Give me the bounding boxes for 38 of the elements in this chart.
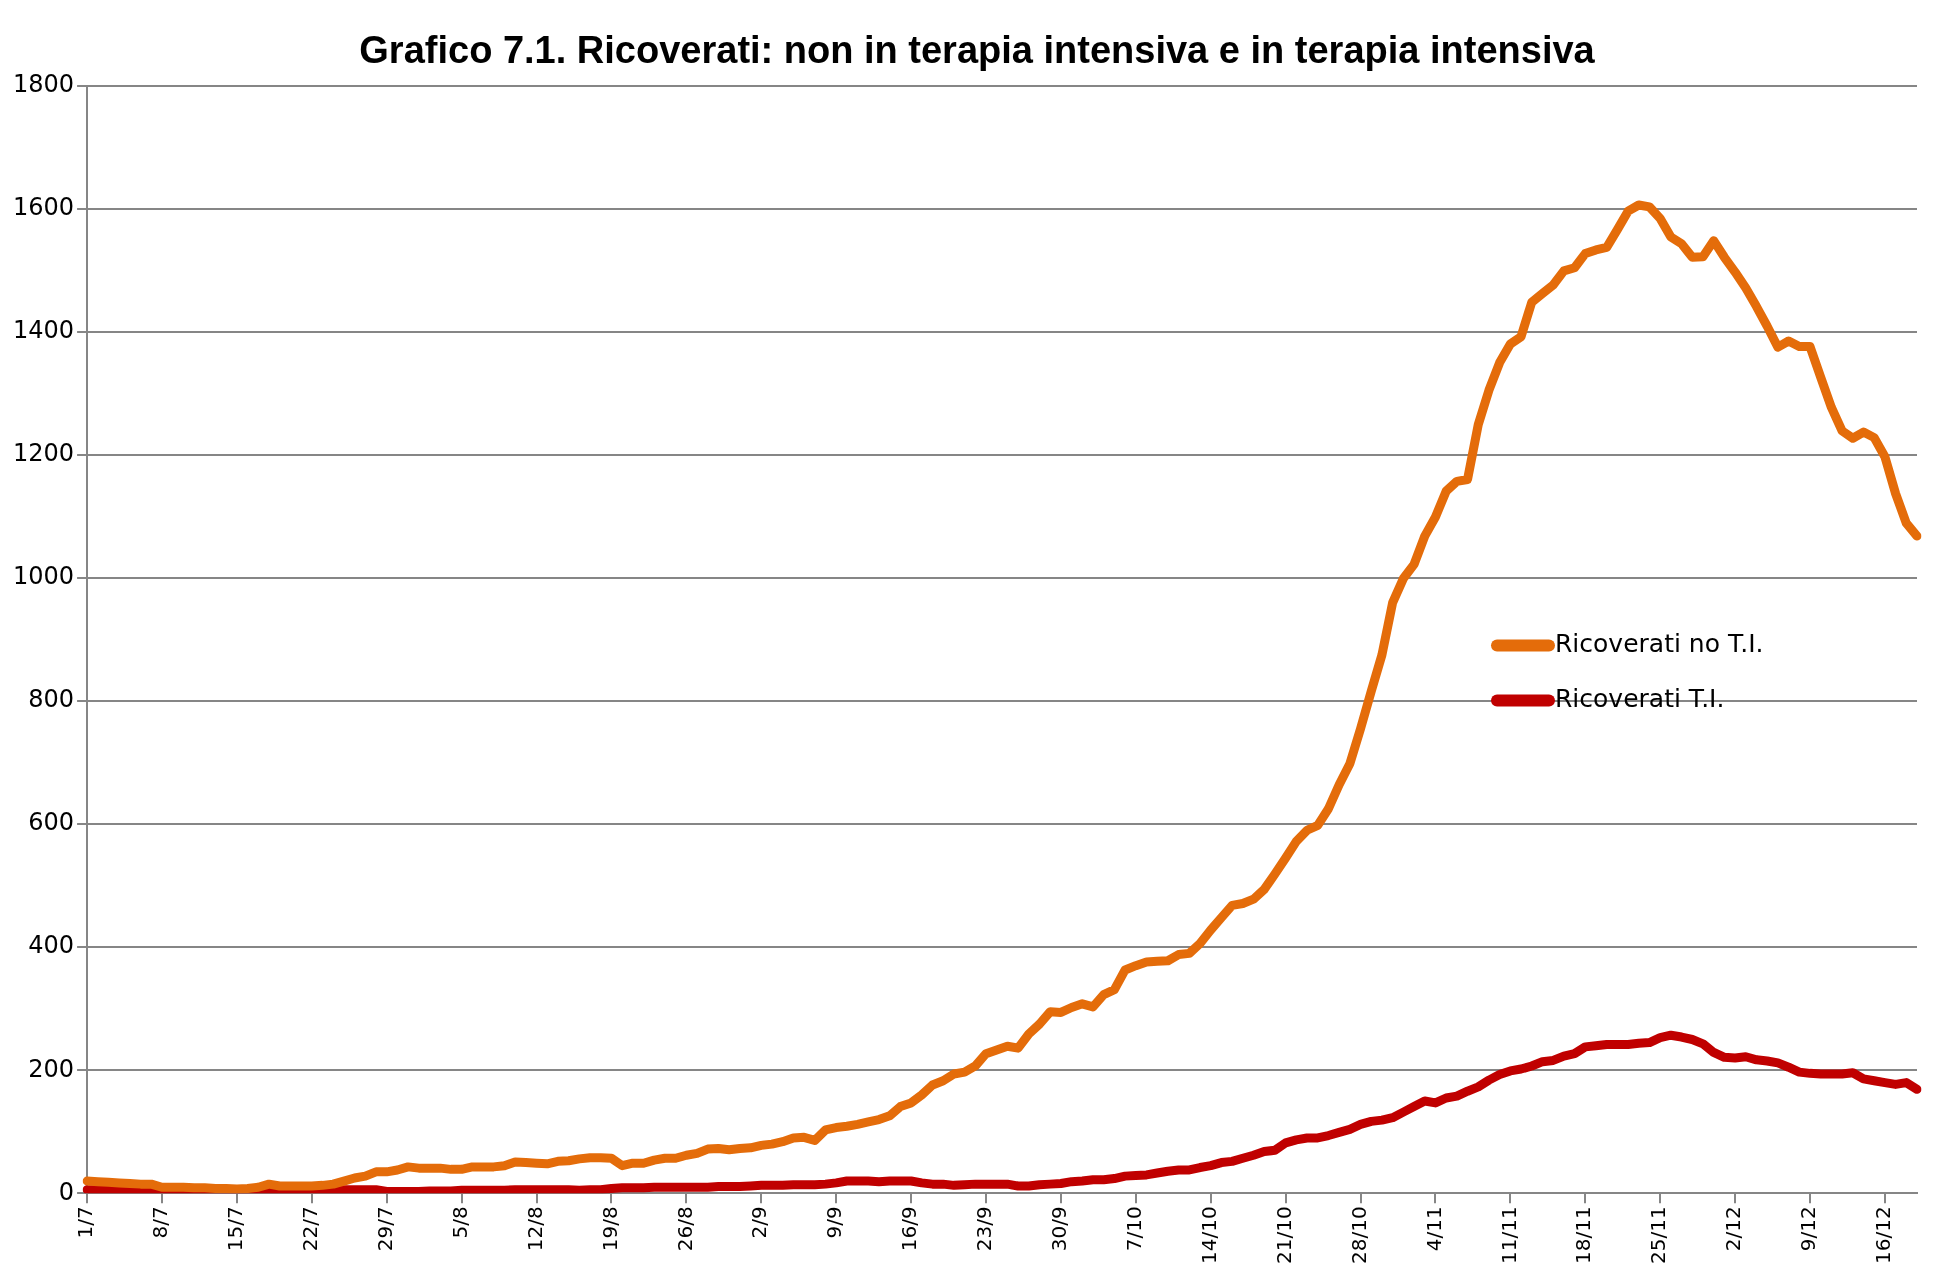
legend-label: Ricoverati no T.I. [1555, 629, 1764, 659]
x-tick-label: 21/10 [1271, 1206, 1296, 1264]
y-tick-label: 400 [28, 931, 75, 960]
x-tick-label: 28/10 [1346, 1206, 1371, 1264]
x-tick-label: 9/9 [822, 1206, 847, 1239]
chart-title: Grafico 7.1. Ricoverati: non in terapia intensiva e in terapia intensiva [359, 29, 1596, 72]
y-tick-label: 1400 [13, 316, 75, 344]
y-tick-label: 200 [28, 1054, 75, 1083]
x-tick-label: 12/8 [522, 1206, 547, 1252]
x-tick-label: 23/9 [972, 1206, 997, 1252]
x-tick-label: 11/11 [1496, 1206, 1521, 1264]
y-tick-label: 600 [28, 808, 75, 837]
y-tick-label: 800 [28, 685, 75, 714]
y-tick-label: 1200 [13, 439, 75, 468]
x-tick-label: 26/8 [672, 1206, 697, 1252]
x-tick-label: 29/7 [372, 1206, 397, 1252]
y-tick-label: 0 [58, 1177, 75, 1206]
legend-label: Ricoverati T.I. [1555, 684, 1725, 714]
x-tick-label: 14/10 [1196, 1206, 1221, 1264]
x-tick-label: 2/9 [747, 1206, 772, 1239]
y-tick-label: 1800 [13, 69, 75, 98]
x-tick-label: 22/7 [298, 1206, 323, 1252]
x-tick-label: 9/12 [1796, 1206, 1821, 1252]
x-tick-label: 18/11 [1571, 1206, 1596, 1264]
x-tick-label: 1/7 [73, 1206, 98, 1239]
x-tick-label: 16/9 [897, 1206, 922, 1252]
x-tick-label: 15/7 [223, 1206, 248, 1252]
x-tick-label: 4/11 [1421, 1206, 1446, 1252]
y-tick-label: 1000 [13, 562, 75, 591]
x-tick-label: 30/9 [1047, 1206, 1072, 1252]
x-tick-label: 5/8 [447, 1206, 472, 1239]
y-tick-label: 1600 [13, 192, 75, 221]
x-tick-label: 16/12 [1871, 1206, 1896, 1264]
x-tick-label: 25/11 [1646, 1206, 1671, 1264]
x-tick-label: 8/7 [148, 1206, 173, 1239]
x-tick-label: 19/8 [597, 1206, 622, 1252]
x-tick-label: 2/12 [1721, 1206, 1746, 1252]
x-tick-label: 7/10 [1122, 1206, 1147, 1252]
